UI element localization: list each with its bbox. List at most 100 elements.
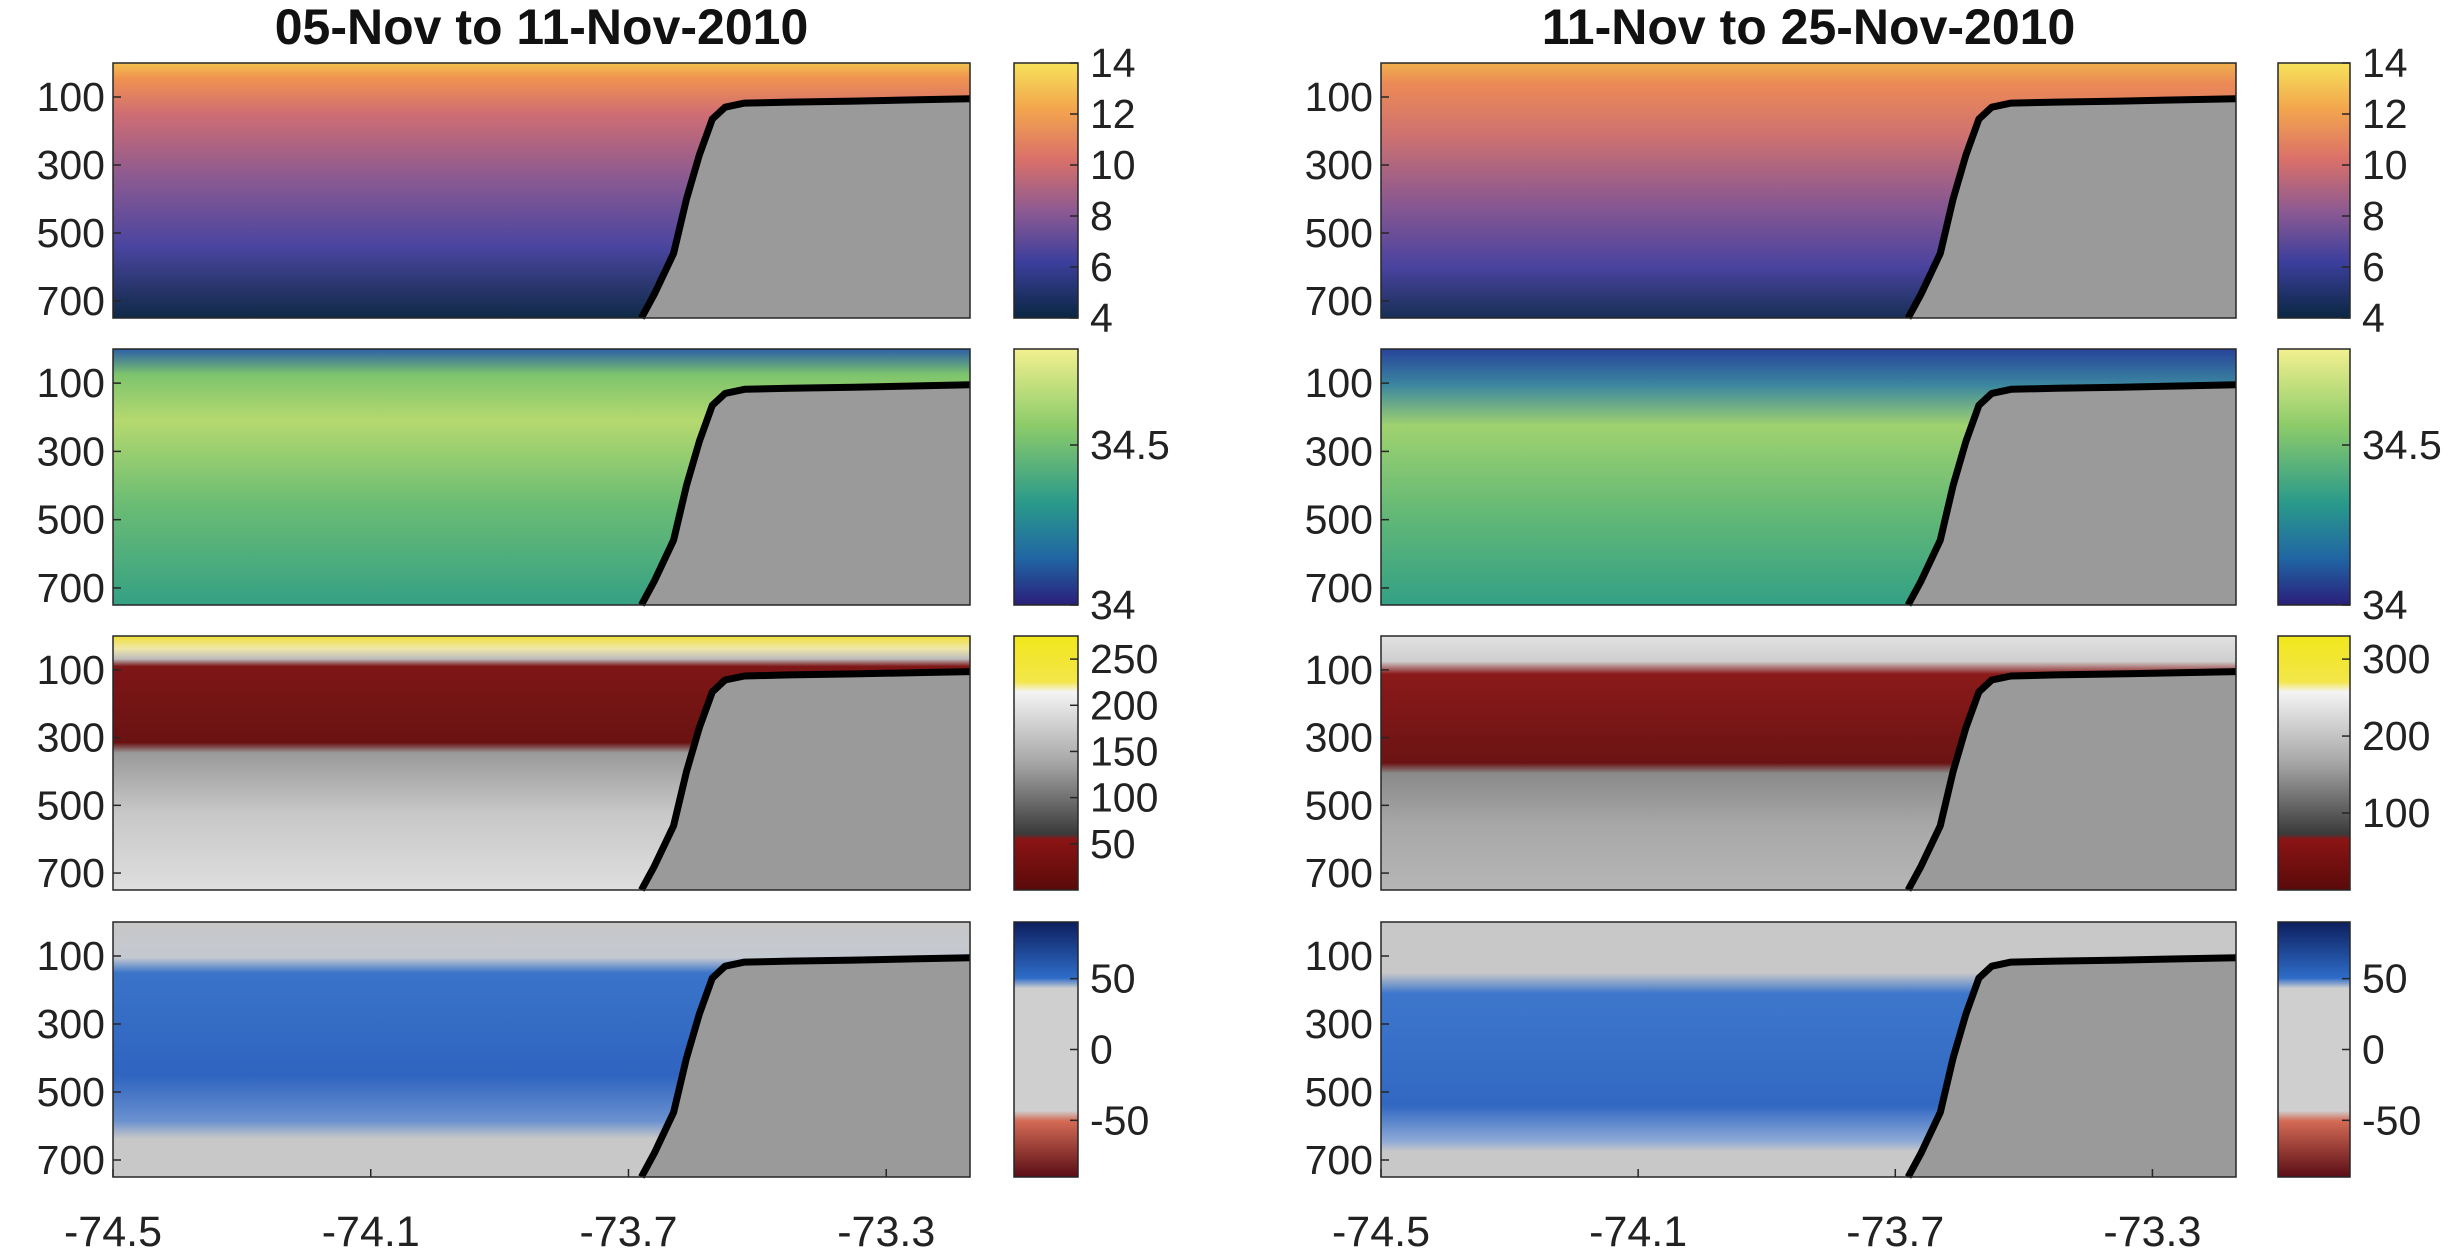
colorbar-gradient: [1013, 348, 1079, 606]
panel-backscatter-1: 100 300 500 700: [1305, 635, 2237, 896]
panel-frame: [112, 635, 971, 891]
ytick-label: 500: [37, 210, 105, 256]
colorbar-tick-label: 12: [1090, 91, 1136, 137]
colorbar-tick-label: 50: [1090, 821, 1136, 867]
colorbar-tick-label: 6: [1090, 244, 1113, 290]
seafloor-velocity-0: [641, 957, 970, 1177]
ytick-label: 300: [1305, 1001, 1373, 1047]
colorbar-tick-label: 4: [1090, 295, 1113, 341]
colorbar-tick-label: 8: [1090, 193, 1113, 239]
ytick-label: 300: [37, 142, 105, 188]
ytick-label: 300: [1305, 715, 1373, 761]
panel-salinity-0: 100 300 500 700: [37, 348, 971, 611]
ytick-label: 700: [37, 850, 105, 896]
colorbar-tick-label: 10: [1090, 142, 1136, 188]
ytick-label: 500: [1305, 1069, 1373, 1115]
panel-velocity-0: 100 300 500 700: [37, 921, 971, 1183]
ytick-label: 100: [1305, 360, 1373, 406]
ytick-label: 700: [1305, 278, 1373, 324]
ytick-label: 700: [37, 278, 105, 324]
colorbar-tick-label: 0: [2362, 1027, 2385, 1073]
colorbar-gradient: [1013, 62, 1079, 319]
colorbar-gradient: [1013, 921, 1079, 1178]
colorbar-tick-label: -50: [2362, 1097, 2421, 1143]
column-title-0: 05-Nov to 11-Nov-2010: [275, 0, 809, 55]
bathymetry-line-temperature-0: [638, 95, 971, 320]
seafloor-temperature-1: [1908, 98, 2236, 318]
seafloor-salinity-1: [1908, 384, 2236, 605]
colorbar-temperature-0: 14 12 10 8 6 4: [1013, 40, 1136, 341]
colorbar-velocity-0: 50 0 -50: [1013, 921, 1149, 1178]
ytick-label: 700: [37, 1137, 105, 1183]
colorbar-gradient: [2277, 921, 2351, 1178]
colorbar-tick-label: 200: [2362, 713, 2430, 759]
colorbar-gradient: [2277, 348, 2351, 606]
xtick-label: -73.3: [2103, 1208, 2201, 1254]
ytick-label: 100: [37, 933, 105, 979]
colorbar-tick-label: -50: [1090, 1097, 1149, 1143]
seafloor-temperature-0: [641, 98, 970, 318]
panel-frame: [1380, 62, 2237, 319]
colorbar-tick-label: 34: [2362, 582, 2408, 628]
colorbar-tick-label: 150: [1090, 728, 1158, 774]
xtick-label: -73.3: [837, 1208, 935, 1254]
colorbar-tick-label: 250: [1090, 636, 1158, 682]
panel-salinity-1: 100 300 500 700: [1305, 348, 2237, 611]
colorbar-backscatter-1: 300 200 100: [2277, 635, 2430, 891]
colorbar-tick-label: 50: [2362, 956, 2408, 1002]
xtick-label: -73.7: [1846, 1208, 1944, 1254]
ytick-label: 100: [1305, 647, 1373, 693]
ytick-label: 500: [1305, 497, 1373, 543]
seafloor-backscatter-1: [1908, 671, 2236, 890]
bathymetry-line-temperature-1: [1905, 95, 2237, 320]
bathymetry-line-backscatter-1: [1905, 668, 2237, 892]
xtick-label: -74.5: [1332, 1208, 1430, 1254]
colorbar-gradient: [2277, 635, 2351, 891]
ytick-label: 100: [1305, 933, 1373, 979]
seafloor-backscatter-0: [641, 671, 970, 890]
bathymetry-line-velocity-0: [638, 954, 971, 1179]
colorbar-gradient: [2277, 62, 2351, 319]
ytick-label: 300: [37, 428, 105, 474]
ytick-label: 700: [1305, 1137, 1373, 1183]
ytick-label: 100: [37, 74, 105, 120]
ytick-label: 500: [37, 782, 105, 828]
panel-backscatter-0: 100 300 500 700: [37, 635, 971, 896]
ytick-label: 500: [37, 1069, 105, 1115]
ytick-label: 500: [1305, 782, 1373, 828]
seafloor-velocity-1: [1908, 957, 2236, 1177]
colorbar-gradient: [1013, 635, 1079, 891]
ytick-label: 300: [1305, 428, 1373, 474]
seafloor-salinity-0: [641, 384, 970, 605]
colorbar-tick-label: 50: [1090, 956, 1136, 1002]
panel-frame: [112, 921, 971, 1178]
colorbar-tick-label: 14: [2362, 40, 2408, 86]
colorbar-tick-label: 14: [1090, 40, 1136, 86]
colorbar-tick-label: 100: [1090, 775, 1158, 821]
colorbar-tick-label: 4: [2362, 295, 2385, 341]
colorbar-tick-label: 12: [2362, 91, 2408, 137]
colorbar-tick-label: 34.5: [1090, 422, 1170, 468]
panel-temperature-0: 100 300 500 700: [37, 62, 971, 324]
ytick-label: 300: [37, 715, 105, 761]
ytick-label: 300: [1305, 142, 1373, 188]
panel-velocity-1: 100 300 500 700: [1305, 921, 2237, 1183]
xtick-label: -74.5: [64, 1208, 162, 1254]
ytick-label: 700: [1305, 565, 1373, 611]
xtick-label: -74.1: [322, 1208, 420, 1254]
colorbar-tick-label: 34.5: [2362, 422, 2442, 468]
colorbar-tick-label: 10: [2362, 142, 2408, 188]
ytick-label: 700: [1305, 850, 1373, 896]
bathymetry-line-salinity-1: [1905, 381, 2237, 607]
colorbar-tick-label: 8: [2362, 193, 2385, 239]
colorbar-tick-label: 200: [1090, 682, 1158, 728]
column-title-1: 11-Nov to 25-Nov-2010: [1542, 0, 2076, 55]
bathymetry-line-backscatter-0: [638, 668, 971, 892]
panel-frame: [112, 348, 971, 606]
ytick-label: 100: [1305, 74, 1373, 120]
ytick-label: 500: [37, 497, 105, 543]
ytick-label: 700: [37, 565, 105, 611]
colorbar-temperature-1: 14 12 10 8 6 4: [2277, 40, 2408, 341]
